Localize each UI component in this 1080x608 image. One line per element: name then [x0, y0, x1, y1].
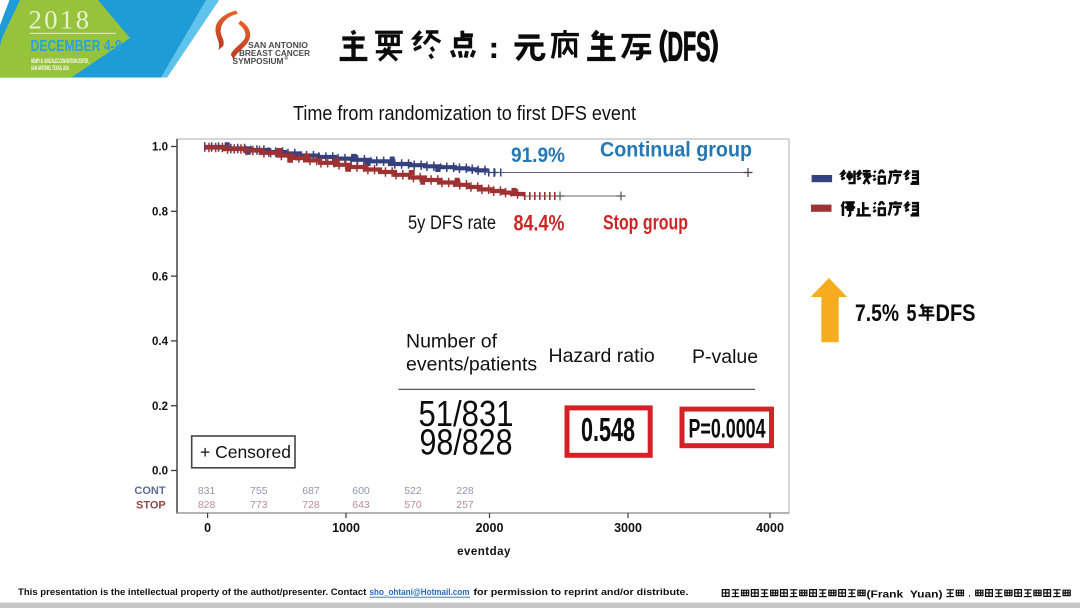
svg-text:0.4: 0.4	[152, 336, 169, 348]
svg-text:3000: 3000	[614, 521, 642, 535]
svg-text:HENRY B. GONZALEZ CONVENTION C: HENRY B. GONZALEZ CONVENTION CENTER,	[31, 58, 89, 65]
svg-text:2000: 2000	[476, 521, 504, 535]
svg-text:570: 570	[404, 499, 422, 511]
svg-text:1000: 1000	[332, 521, 360, 535]
svg-text:5y DFS rate: 5y DFS rate	[408, 212, 496, 234]
svg-text:1.0: 1.0	[152, 142, 168, 154]
svg-text:0.8: 0.8	[152, 207, 169, 219]
svg-text:BREAST CANCER: BREAST CANCER	[239, 49, 310, 58]
svg-text:755: 755	[250, 485, 268, 497]
svg-text:522: 522	[404, 485, 422, 497]
svg-text:5: 5	[907, 300, 917, 327]
svg-text:(Frank Yuan): (Frank Yuan)	[867, 588, 943, 600]
svg-text:®: ®	[285, 55, 289, 62]
svg-text:4000: 4000	[756, 521, 784, 535]
svg-text:643: 643	[352, 499, 370, 511]
svg-text:eventday: eventday	[457, 546, 511, 558]
svg-text:sho_ohtani@Hotmail.com: sho_ohtani@Hotmail.com	[370, 586, 470, 597]
svg-text:51/831: 51/831	[419, 393, 514, 434]
svg-text:257: 257	[456, 499, 474, 511]
svg-text:600: 600	[352, 485, 370, 497]
svg-text:P-value: P-value	[692, 346, 758, 368]
svg-text:DECEMBER 4-8: DECEMBER 4-8	[31, 38, 122, 55]
svg-text:SAN ANTONIO: SAN ANTONIO	[248, 41, 308, 50]
svg-text:for permission to reprint and/: for permission to reprint and/or distrib…	[471, 586, 689, 597]
svg-text:687: 687	[302, 485, 320, 497]
svg-text:831: 831	[198, 485, 216, 497]
svg-text:STOP: STOP	[136, 499, 166, 511]
svg-text:0.0: 0.0	[152, 466, 168, 478]
svg-text:events/patients: events/patients	[406, 354, 537, 376]
svg-text:DFS: DFS	[668, 24, 711, 70]
svg-text:DFS: DFS	[936, 300, 976, 327]
svg-text:91.9%: 91.9%	[511, 143, 565, 167]
svg-text:Hazard ratio: Hazard ratio	[549, 345, 655, 367]
svg-text:Number of: Number of	[406, 331, 498, 353]
svg-text:CONT: CONT	[134, 485, 165, 497]
svg-text:228: 228	[456, 485, 474, 497]
svg-text:This presentation is the intel: This presentation is the intellectual pr…	[18, 586, 369, 597]
svg-text:773: 773	[250, 499, 268, 511]
svg-text:Stop group: Stop group	[603, 212, 688, 235]
svg-text:SAN ANTONIO, TEXAS, USA: SAN ANTONIO, TEXAS, USA	[31, 65, 69, 72]
svg-text:P=0.0004: P=0.0004	[689, 414, 766, 444]
svg-text:SYMPOSIUM: SYMPOSIUM	[233, 57, 284, 66]
svg-text:7.5%: 7.5%	[855, 300, 899, 327]
svg-text:Time from randomization to fir: Time from randomization to first DFS eve…	[293, 103, 636, 125]
svg-text:Continual group: Continual group	[600, 139, 752, 162]
svg-text:+ Censored: + Censored	[200, 442, 291, 462]
svg-text:828: 828	[198, 499, 216, 511]
svg-text:84.4%: 84.4%	[514, 211, 565, 236]
svg-text:2018: 2018	[29, 5, 92, 35]
svg-text:0.548: 0.548	[581, 411, 635, 448]
svg-text:0: 0	[204, 521, 211, 535]
svg-text:0.6: 0.6	[152, 271, 168, 283]
svg-text:0.2: 0.2	[152, 401, 168, 413]
svg-text:728: 728	[302, 499, 320, 511]
svg-text:98/828: 98/828	[420, 422, 513, 463]
